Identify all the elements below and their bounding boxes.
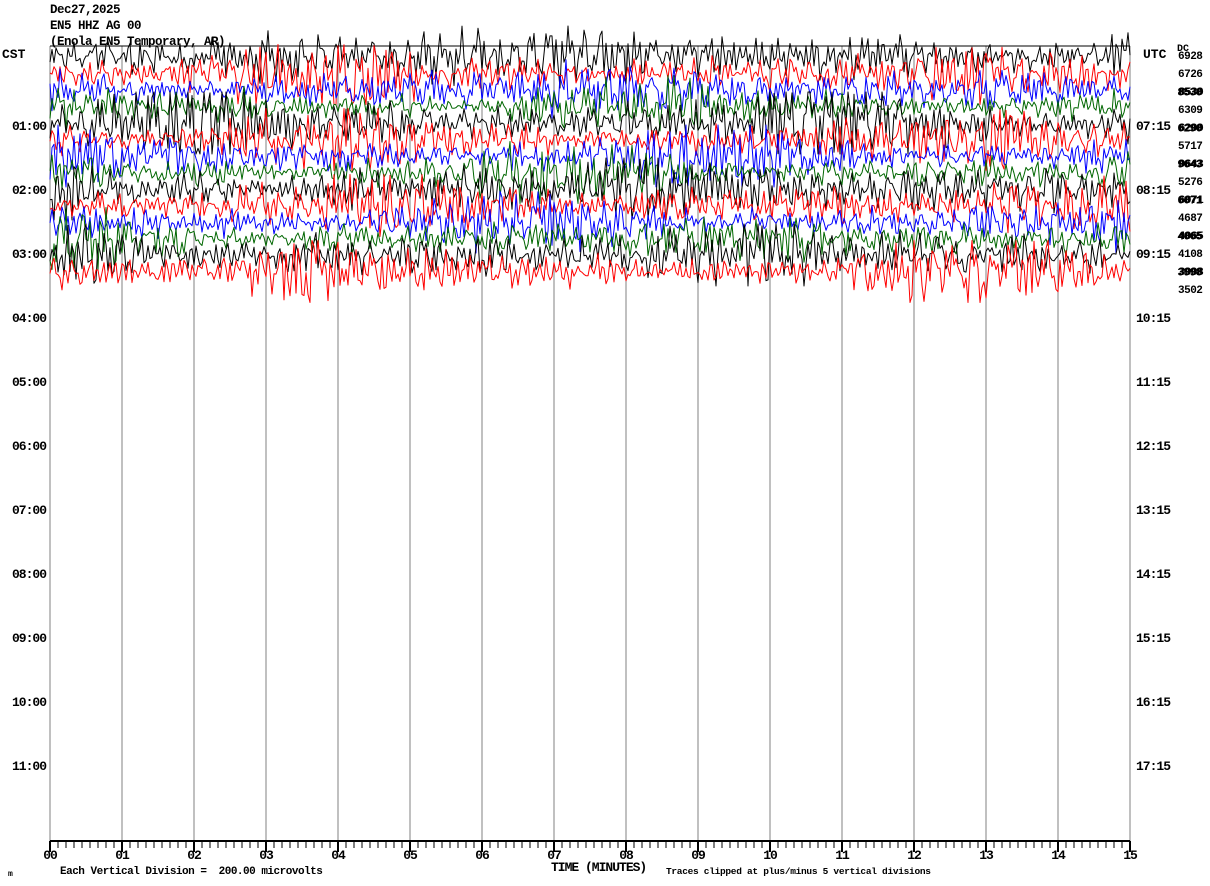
- cst-hour-label: 07:00: [11, 503, 47, 518]
- cst-hour-label: 04:00: [11, 311, 47, 326]
- x-axis-minute-label: 03: [259, 848, 274, 863]
- x-axis-minute-label: 11: [835, 848, 850, 863]
- x-axis-minute-label: 02: [187, 848, 202, 863]
- utc-hour-label: 13:15: [1136, 503, 1171, 518]
- dc-value: 5276: [1178, 177, 1203, 189]
- x-axis-minute-label: 10: [763, 848, 778, 863]
- utc-hour-label: 07:15: [1136, 119, 1171, 134]
- x-axis-minute-label: 09: [691, 848, 706, 863]
- utc-hour-label: 14:15: [1136, 567, 1171, 582]
- dc-value: 3998: [1178, 267, 1203, 279]
- seismo-trace-row-13: [49, 223, 1131, 287]
- utc-hour-label: 17:15: [1136, 759, 1171, 774]
- x-axis-minute-label: 13: [979, 848, 994, 863]
- x-axis-minute-label: 08: [619, 848, 634, 863]
- cst-hour-label: 06:00: [11, 439, 47, 454]
- cst-hour-label: 02:00: [11, 183, 47, 198]
- right-zone-label: UTC: [1143, 47, 1167, 62]
- seismo-trace-row-1: [49, 25, 1131, 89]
- corner-mark: m: [8, 870, 13, 879]
- left-zone-label: CST: [2, 47, 26, 62]
- seismo-trace-row-7: [49, 124, 1131, 188]
- x-axis-title: TIME (MINUTES): [551, 860, 647, 875]
- x-axis-minute-label: 00: [43, 848, 58, 863]
- x-axis-minute-label: 12: [907, 848, 922, 863]
- dc-value: 6726: [1178, 69, 1203, 81]
- cst-hour-label: 01:00: [11, 119, 47, 134]
- dc-value: 4108: [1178, 249, 1203, 261]
- seismo-trace-row-4: [49, 75, 1131, 132]
- dc-header: DC: [1177, 44, 1190, 55]
- utc-hour-label: 16:15: [1136, 695, 1171, 710]
- cst-hour-label: 11:00: [11, 759, 47, 774]
- x-axis-minute-label: 14: [1051, 848, 1066, 863]
- dc-value: 6928: [1178, 51, 1203, 63]
- dc-value: 5717: [1178, 141, 1203, 153]
- utc-hour-label: 08:15: [1136, 183, 1171, 198]
- header-station: EN5 HHZ AG 00: [50, 19, 142, 33]
- utc-hour-label: 09:15: [1136, 247, 1171, 262]
- cst-hour-label: 03:00: [11, 247, 47, 262]
- x-axis-minute-label: 01: [115, 848, 130, 863]
- x-axis-minute-label: 15: [1123, 848, 1138, 863]
- cst-hour-label: 09:00: [11, 631, 47, 646]
- dc-value: 9643: [1178, 159, 1203, 171]
- dc-value: 8530: [1178, 87, 1203, 99]
- dc-value: 4065: [1178, 231, 1203, 243]
- dc-value: 6071: [1178, 195, 1203, 207]
- cst-hour-label: 10:00: [11, 695, 47, 710]
- seismo-trace-row-14: [49, 240, 1131, 303]
- footer-left-note: Each Vertical Division = 200.00 microvol…: [60, 866, 323, 878]
- seismo-trace-row-3: [49, 59, 1131, 119]
- seismo-trace-row-5: [49, 91, 1131, 155]
- utc-hour-label: 10:15: [1136, 311, 1171, 326]
- seismo-trace-row-9: [49, 157, 1131, 221]
- x-axis-minute-label: 06: [475, 848, 490, 863]
- header-date: Dec27,2025: [50, 3, 121, 17]
- x-axis-minute-label: 04: [331, 848, 346, 863]
- dc-value: 6290: [1178, 123, 1203, 135]
- seismo-trace-row-6: [49, 108, 1131, 171]
- x-axis-minute-label: 07: [547, 848, 562, 863]
- seismo-trace-row-2: [49, 44, 1131, 105]
- dc-value: 3502: [1178, 285, 1203, 297]
- seismo-trace-row-11: [49, 190, 1131, 254]
- cst-hour-label: 05:00: [11, 375, 47, 390]
- x-axis-minute-label: 05: [403, 848, 418, 863]
- utc-hour-label: 11:15: [1136, 375, 1171, 390]
- utc-hour-label: 15:15: [1136, 631, 1171, 646]
- dc-value: 4687: [1178, 213, 1203, 225]
- footer-right-note: Traces clipped at plus/minus 5 vertical …: [666, 866, 931, 877]
- seismo-trace-row-10: [49, 174, 1131, 237]
- seismo-trace-row-12: [49, 207, 1131, 270]
- cst-hour-label: 08:00: [11, 567, 47, 582]
- dc-value: 6309: [1178, 105, 1203, 117]
- utc-hour-label: 12:15: [1136, 439, 1171, 454]
